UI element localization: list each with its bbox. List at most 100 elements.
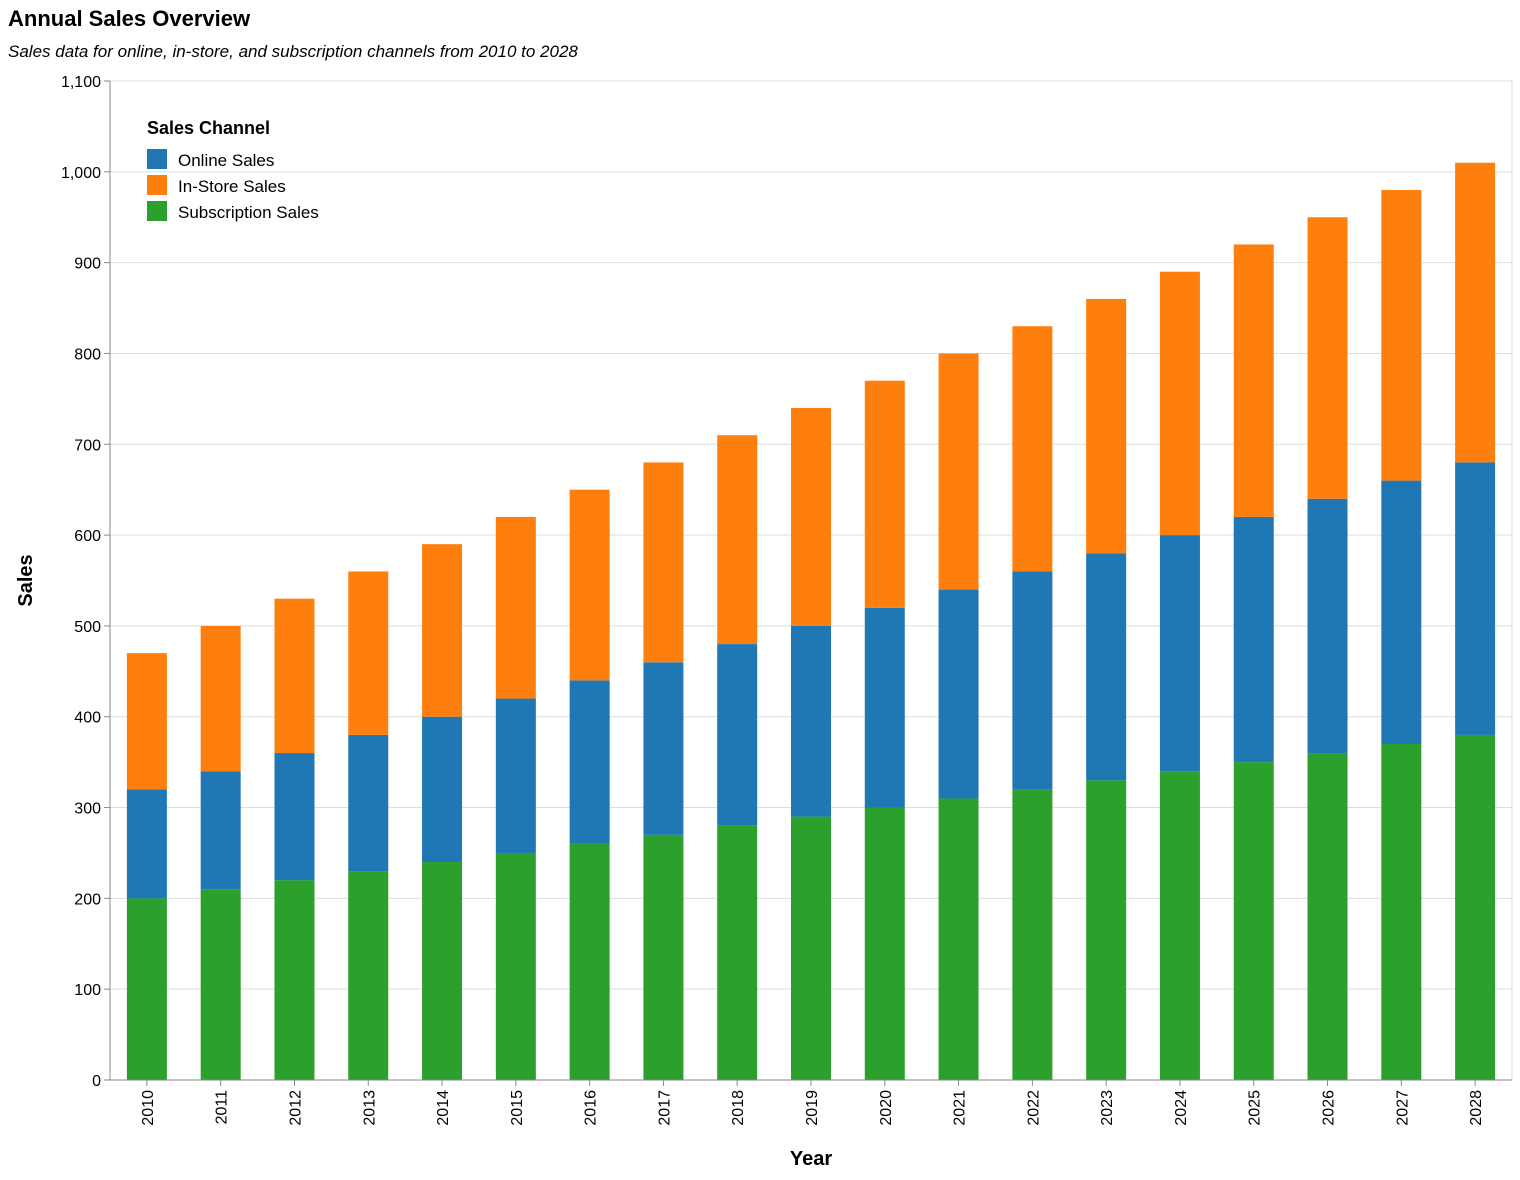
x-tick-label: 2012 [287,1090,304,1126]
x-tick-label: 2021 [952,1090,969,1126]
bar-online-sales-2024 [1159,535,1200,772]
bar-subscription-sales-2017 [643,834,684,1080]
y-tick-label: 1,100 [61,74,101,91]
bar-subscription-sales-2025 [1233,762,1274,1080]
bar-subscription-sales-2015 [495,852,536,1080]
bar-online-sales-2014 [422,716,463,863]
bar-subscription-sales-2020 [864,807,905,1080]
legend-label-in-store-sales[interactable]: In-Store Sales [178,177,286,196]
x-tick-label: 2016 [583,1090,600,1126]
y-axis-title: Sales [15,554,37,606]
x-tick-label: 2025 [1247,1090,1264,1126]
y-tick-label: 400 [74,710,101,727]
bar-in-store-sales-2010 [126,653,167,790]
bar-subscription-sales-2024 [1159,771,1200,1080]
y-tick-label: 500 [74,619,101,636]
legend-title: Sales Channel [147,118,270,138]
bar-subscription-sales-2010 [126,898,167,1080]
x-tick-label: 2020 [878,1090,895,1126]
x-tick-label: 2010 [140,1090,157,1126]
bar-online-sales-2015 [495,698,536,853]
bar-online-sales-2020 [864,607,905,808]
bar-subscription-sales-2023 [1086,780,1127,1080]
chart-title: Annual Sales Overview [8,6,251,31]
bar-in-store-sales-2012 [274,598,315,754]
x-tick-label: 2014 [435,1090,452,1126]
bar-online-sales-2028 [1455,462,1496,735]
bar-online-sales-2026 [1307,498,1348,754]
bar-in-store-sales-2027 [1381,189,1422,481]
bar-online-sales-2022 [1012,571,1053,790]
legend-swatch-online-sales[interactable] [147,149,167,169]
y-tick-label: 300 [74,801,101,818]
x-tick-label: 2028 [1468,1090,1485,1126]
legend-label-online-sales[interactable]: Online Sales [178,151,274,170]
x-tick-label: 2017 [656,1090,673,1126]
x-tick-label: 2023 [1099,1090,1116,1126]
bar-subscription-sales-2028 [1455,734,1496,1080]
bar-online-sales-2019 [791,625,831,817]
bar-online-sales-2023 [1086,553,1127,781]
y-tick-label: 800 [74,346,101,363]
bar-subscription-sales-2026 [1307,753,1348,1080]
bar-online-sales-2016 [569,680,610,844]
bar-in-store-sales-2023 [1086,298,1127,554]
bar-subscription-sales-2014 [422,862,463,1080]
bar-subscription-sales-2013 [348,871,389,1080]
bar-in-store-sales-2024 [1159,271,1200,536]
legend-label-subscription-sales[interactable]: Subscription Sales [178,203,319,222]
bar-in-store-sales-2026 [1307,217,1348,499]
bar-in-store-sales-2021 [938,353,979,590]
x-tick-label: 2024 [1173,1090,1190,1126]
x-tick-label: 2013 [361,1090,378,1126]
bar-online-sales-2010 [126,789,167,899]
bar-in-store-sales-2015 [495,516,536,699]
bar-online-sales-2027 [1381,480,1422,744]
y-tick-label: 200 [74,891,101,908]
bar-subscription-sales-2016 [569,843,610,1080]
bar-in-store-sales-2017 [643,462,684,663]
bar-in-store-sales-2025 [1233,244,1274,517]
bar-online-sales-2021 [938,589,979,799]
bar-subscription-sales-2022 [1012,789,1053,1080]
legend-swatch-subscription-sales[interactable] [147,201,167,221]
x-tick-label: 2022 [1025,1090,1042,1126]
bar-subscription-sales-2027 [1381,743,1422,1080]
bar-online-sales-2018 [717,644,758,826]
bar-in-store-sales-2011 [200,625,241,772]
bar-subscription-sales-2011 [200,889,241,1080]
bar-online-sales-2017 [643,662,684,835]
y-tick-label: 700 [74,437,101,454]
bar-in-store-sales-2016 [569,489,610,681]
bar-in-store-sales-2022 [1012,326,1053,572]
bar-online-sales-2025 [1233,516,1274,763]
x-tick-label: 2026 [1321,1090,1338,1126]
bar-in-store-sales-2018 [717,435,758,645]
x-tick-label: 2027 [1394,1090,1411,1126]
x-tick-label: 2018 [730,1090,747,1126]
bar-in-store-sales-2019 [791,407,831,626]
x-tick-label: 2015 [509,1090,526,1126]
bar-online-sales-2013 [348,734,389,872]
bar-in-store-sales-2028 [1455,162,1496,463]
legend-swatch-in-store-sales[interactable] [147,175,167,195]
y-tick-label: 1,000 [61,165,101,182]
bar-subscription-sales-2021 [938,798,979,1080]
y-tick-label: 900 [74,256,101,273]
chart-subtitle: Sales data for online, in-store, and sub… [8,42,578,61]
bar-in-store-sales-2020 [864,380,905,608]
bar-in-store-sales-2013 [348,571,389,735]
bar-online-sales-2012 [274,753,315,881]
bar-subscription-sales-2012 [274,880,315,1080]
bar-subscription-sales-2018 [717,825,758,1080]
bar-in-store-sales-2014 [422,544,463,717]
x-tick-label: 2011 [214,1090,231,1125]
x-axis-title: Year [790,1148,832,1170]
y-tick-label: 0 [92,1073,101,1090]
y-tick-label: 100 [74,982,101,999]
x-tick-label: 2019 [804,1090,821,1126]
y-tick-label: 600 [74,528,101,545]
bar-subscription-sales-2019 [791,816,831,1080]
